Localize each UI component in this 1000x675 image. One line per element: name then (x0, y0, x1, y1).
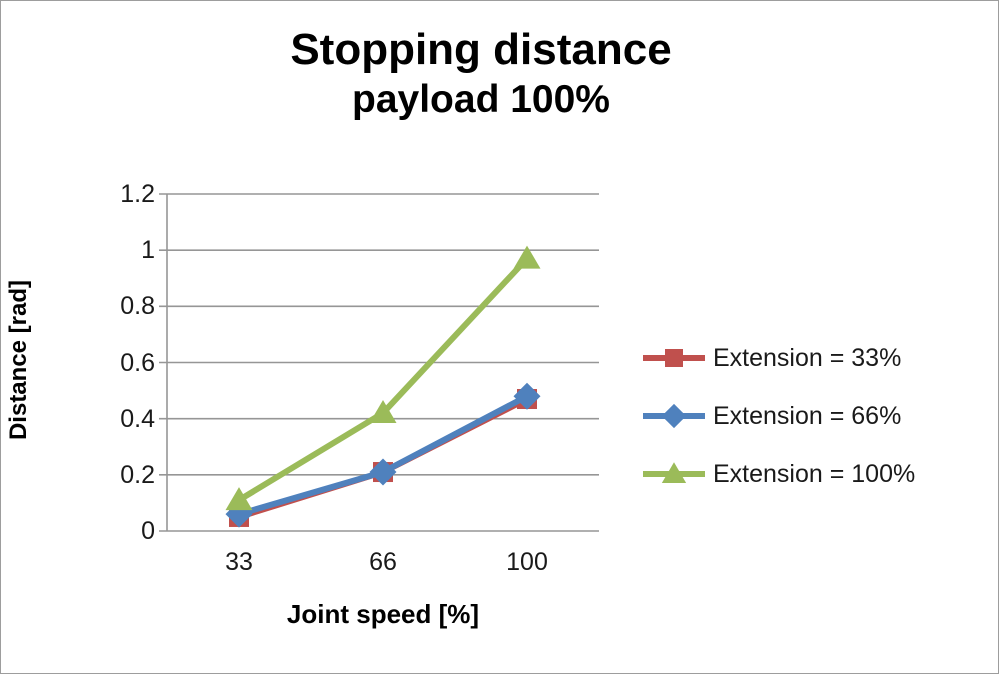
legend-item: Extension = 66% (643, 387, 915, 445)
legend-label: Extension = 66% (713, 401, 902, 430)
legend-marker-icon (643, 349, 705, 367)
legend-label: Extension = 33% (713, 343, 902, 372)
y-tick-label: 1.2 (120, 180, 155, 208)
legend-item: Extension = 33% (643, 329, 915, 387)
legend-marker (665, 349, 683, 367)
marker-extension-66 (513, 382, 541, 410)
chart-subtitle: payload 100% (352, 77, 610, 121)
x-axis-title: Joint speed [%] (286, 599, 480, 629)
marker-extension-66 (369, 458, 397, 486)
marker-extension-100 (369, 400, 397, 424)
y-tick-label: 0.6 (120, 348, 155, 377)
legend-item: Extension = 100% (643, 445, 915, 503)
y-axis-title: Distance [rad] (5, 279, 32, 441)
x-tick-label: 66 (369, 548, 397, 576)
chart-title: Stopping distance (290, 25, 672, 74)
legend: Extension = 33% Extension = 66% Extension … (643, 329, 915, 503)
marker-extension-66 (225, 500, 253, 528)
y-tick-label: 1 (141, 236, 155, 265)
x-tick-label: 33 (225, 548, 253, 576)
legend-marker (661, 462, 687, 483)
chart-title-block: Stopping distance payload 100% (1, 25, 961, 122)
y-tick-label: 0.8 (120, 292, 155, 321)
legend-label: Extension = 100% (713, 459, 916, 488)
legend-marker-icon (643, 403, 705, 429)
legend-marker (661, 403, 687, 429)
y-tick-label: 0.4 (120, 404, 155, 433)
y-tick-label: 0.2 (120, 460, 155, 489)
marker-extension-100 (513, 245, 541, 269)
marker-extension-100 (225, 487, 253, 511)
y-tick-label: 0 (141, 517, 155, 545)
x-tick-label: 100 (506, 548, 548, 576)
legend-marker-icon (643, 462, 705, 483)
